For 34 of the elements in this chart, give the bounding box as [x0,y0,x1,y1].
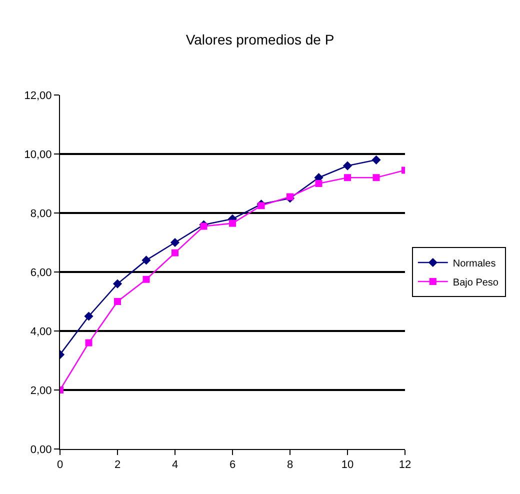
point [344,174,351,182]
point [258,202,265,210]
point [170,238,180,248]
x-tick-label: 10 [341,459,354,472]
point [142,276,150,283]
point [342,161,352,170]
point [229,220,236,227]
x-tick-label: 4 [172,459,178,472]
y-tick-label: 10,00 [24,148,52,161]
y-tick-label: 8,00 [30,208,52,220]
point [372,174,380,182]
point [142,256,151,265]
x-tick-label: 12 [398,459,412,472]
point [200,222,208,230]
point [372,155,381,164]
y-tick-label: 2,00 [30,384,52,397]
y-tick-label: 4,00 [30,326,52,338]
point [114,298,121,305]
y-tick-label: 12,00 [24,90,52,102]
point [286,193,294,200]
y-tick-label: 6,00 [30,266,52,279]
x-tick-label: 0 [56,459,64,472]
point [112,279,122,288]
chart-title: Valores promedios de P [186,31,334,48]
point [172,249,178,256]
y-tick-label: 0,00 [30,444,52,456]
x-tick-label: 2 [114,459,121,472]
point [84,312,94,321]
point [85,339,92,346]
legend-label: Bajo Peso [452,277,499,288]
legend-label: Normales [452,258,496,270]
x-tick-label: 8 [286,459,294,472]
point [315,180,322,187]
x-tick-label: 6 [229,459,236,472]
